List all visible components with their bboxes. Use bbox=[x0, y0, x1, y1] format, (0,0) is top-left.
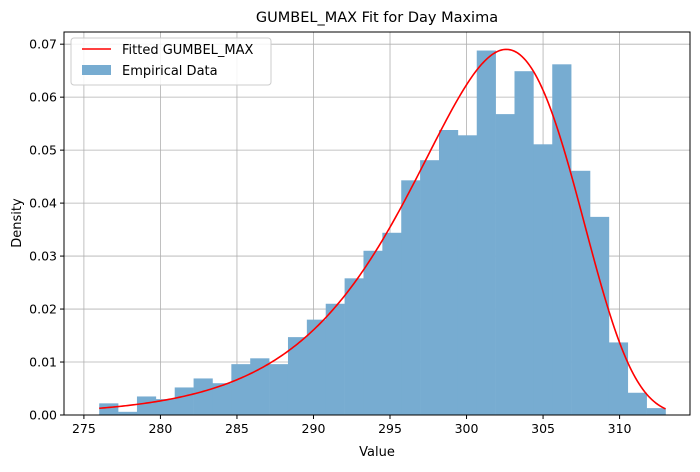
x-tick-label: 305 bbox=[531, 421, 555, 436]
histogram-bar bbox=[646, 408, 666, 415]
x-tick-label: 285 bbox=[225, 421, 249, 436]
histogram-bar bbox=[363, 250, 383, 415]
legend: Fitted GUMBEL_MAX Empirical Data bbox=[70, 37, 272, 86]
histogram-bar bbox=[457, 135, 478, 415]
histogram-bar bbox=[306, 319, 327, 415]
histogram-bar bbox=[495, 114, 515, 416]
histogram-bar bbox=[155, 399, 176, 415]
histogram-bar bbox=[231, 364, 251, 415]
histogram-bar bbox=[287, 337, 308, 415]
y-axis-label: Density bbox=[10, 198, 25, 248]
histogram-bar bbox=[627, 392, 647, 415]
histogram-bar bbox=[325, 303, 345, 415]
y-tick-label: 0.02 bbox=[29, 302, 57, 317]
y-tick-label: 0.00 bbox=[29, 408, 57, 423]
x-tick-label: 280 bbox=[148, 421, 172, 436]
legend-hist-swatch bbox=[82, 65, 111, 75]
histogram-bar bbox=[99, 403, 119, 415]
x-tick-label: 300 bbox=[455, 421, 479, 436]
x-tick-label: 295 bbox=[378, 421, 402, 436]
histogram-bar bbox=[533, 144, 553, 415]
histogram-bar bbox=[476, 50, 496, 415]
fitted-curve bbox=[99, 48, 666, 410]
y-tick-label: 0.04 bbox=[29, 196, 57, 211]
histogram-bar bbox=[193, 378, 213, 415]
histogram-bar bbox=[420, 160, 440, 415]
y-tick-label: 0.03 bbox=[29, 249, 57, 264]
histogram-bar bbox=[514, 71, 534, 415]
histogram-bar bbox=[608, 342, 629, 415]
histogram-bar bbox=[382, 232, 402, 415]
histogram-bar bbox=[438, 130, 459, 415]
histogram-bar bbox=[118, 411, 138, 415]
histogram-bar bbox=[250, 358, 270, 415]
chart-title: GUMBEL_MAX Fit for Day Maxima bbox=[256, 10, 498, 26]
histogram-bars bbox=[99, 50, 666, 416]
y-axis-ticks: 0.00 0.01 0.02 0.03 0.04 0.05 0.06 0.07 bbox=[29, 37, 64, 423]
histogram-bar bbox=[174, 387, 194, 415]
legend-hist-label: Empirical Data bbox=[122, 64, 218, 79]
legend-box bbox=[70, 37, 272, 86]
y-tick-label: 0.06 bbox=[29, 90, 57, 105]
x-axis-label: Value bbox=[359, 445, 395, 460]
y-tick-label: 0.07 bbox=[29, 37, 57, 52]
histogram-bar bbox=[401, 180, 421, 415]
y-tick-label: 0.01 bbox=[29, 355, 57, 370]
x-tick-label: 290 bbox=[302, 421, 326, 436]
histogram-bar bbox=[344, 278, 364, 415]
histogram-bar bbox=[571, 170, 591, 415]
histogram-bar bbox=[269, 364, 289, 415]
x-axis-ticks: 275 280 285 290 295 300 305 310 bbox=[72, 415, 632, 436]
x-tick-label: 310 bbox=[608, 421, 632, 436]
histogram-bar bbox=[590, 216, 610, 415]
legend-fit-label: Fitted GUMBEL_MAX bbox=[122, 43, 254, 58]
histogram-bar bbox=[552, 64, 572, 416]
histogram-bar bbox=[212, 383, 232, 415]
y-tick-label: 0.05 bbox=[29, 143, 57, 158]
histogram-bar bbox=[136, 396, 157, 415]
x-tick-label: 275 bbox=[72, 421, 96, 436]
plot-frame bbox=[63, 31, 691, 416]
